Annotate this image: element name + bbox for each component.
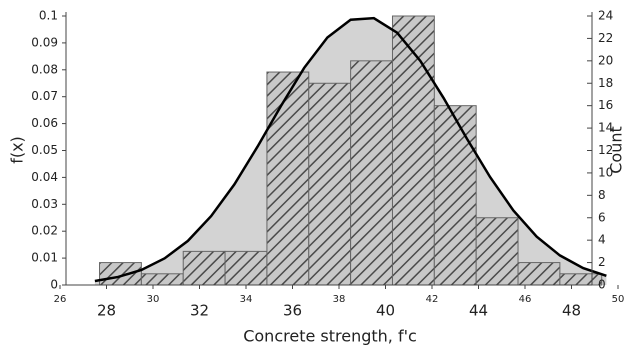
y2-tick-label: 2	[598, 255, 606, 269]
bar	[350, 60, 393, 286]
y2-tick-label: 10	[598, 165, 613, 179]
bar	[99, 262, 142, 286]
bar	[475, 217, 519, 286]
y2-tick-label: 4	[598, 233, 606, 247]
x-tick-label: 38	[333, 294, 346, 305]
y2-tick-label: 24	[598, 9, 613, 23]
y-tick-label: 0.05	[31, 143, 58, 157]
y2-tick-label: 0	[598, 278, 606, 292]
y2-tick-label: 16	[598, 98, 613, 112]
y-tick-label: 0.07	[31, 89, 58, 103]
x-tick-label: 28	[97, 302, 116, 320]
y-tick-label: 0.09	[31, 35, 58, 49]
y2-tick-label: 20	[598, 53, 613, 67]
y-tick-label: 0.04	[31, 170, 58, 184]
bar	[308, 82, 352, 286]
x-tick-label: 50	[612, 294, 625, 305]
x-tick-label: 32	[190, 302, 209, 320]
y-tick-label: 0	[50, 278, 58, 292]
x-tick-label: 40	[376, 302, 395, 320]
y-tick-label: 0.06	[31, 116, 58, 130]
x-tick-label: 46	[519, 294, 532, 305]
y-tick-label: 0.02	[31, 224, 58, 238]
x-axis-label: Concrete strength, f'c	[243, 327, 417, 346]
y2-tick-label: 6	[598, 210, 606, 224]
x-tick-label: 26	[54, 294, 67, 305]
y2-tick-label: 18	[598, 76, 613, 90]
y-tick-label: 0.08	[31, 62, 58, 76]
bar	[224, 250, 268, 286]
y2-tick-label: 22	[598, 31, 613, 45]
y-tick-label: 0.01	[31, 251, 58, 265]
x-tick-label: 34	[240, 294, 253, 305]
y-axis-label: f(x)	[8, 136, 27, 164]
x-tick-label: 42	[426, 294, 439, 305]
y-tick-label: 0.03	[31, 197, 58, 211]
x-tick-label: 36	[283, 302, 302, 320]
x-tick-label: 48	[562, 302, 581, 320]
y2-axis-label: Count	[607, 126, 626, 174]
bar	[182, 250, 226, 286]
bar	[433, 105, 477, 286]
y2-tick-label: 14	[598, 121, 613, 135]
y2-tick-label: 12	[598, 143, 613, 157]
bar	[559, 273, 603, 286]
bar	[266, 71, 310, 286]
bar	[517, 262, 561, 286]
y-tick-label: 0.1	[39, 9, 58, 23]
y2-tick-label: 8	[598, 188, 606, 202]
bar	[140, 273, 184, 286]
x-tick-label: 30	[147, 294, 160, 305]
curve	[94, 16, 607, 283]
bar	[391, 15, 435, 286]
x-tick-label: 44	[469, 302, 488, 320]
